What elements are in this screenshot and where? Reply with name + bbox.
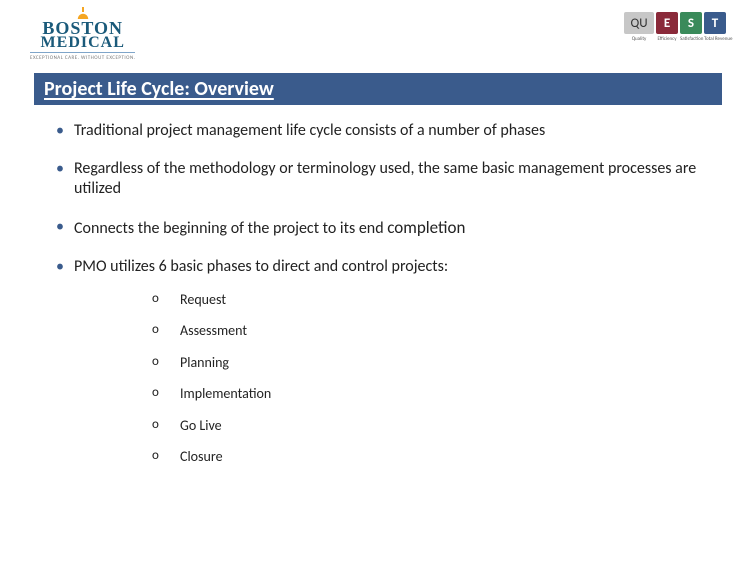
efficiency-label: Efficiency bbox=[656, 36, 678, 42]
quest-t-box: T bbox=[704, 12, 726, 34]
slide-header: BOSTON MEDICAL EXCEPTIONAL CARE. WITHOUT… bbox=[0, 0, 756, 69]
phase-item: Assessment bbox=[152, 322, 700, 340]
phase-item: Implementation bbox=[152, 385, 700, 403]
completion-word: completion bbox=[387, 217, 465, 238]
quest-e-box: E bbox=[656, 12, 678, 34]
bullet-list: Traditional project management life cycl… bbox=[56, 121, 700, 466]
phase-list: Request Assessment Planning Implementati… bbox=[152, 291, 700, 466]
bullet-text: PMO utilizes 6 basic phases to direct an… bbox=[74, 257, 448, 276]
slide-content: Traditional project management life cycl… bbox=[0, 107, 756, 466]
phase-item: Closure bbox=[152, 448, 700, 466]
quest-labels: Quality Efficiency Satisfaction Total Re… bbox=[624, 36, 726, 42]
slide-title: Project Life Cycle: Overview bbox=[34, 73, 722, 107]
quest-s-box: S bbox=[680, 12, 702, 34]
logo-text: BOSTON MEDICAL bbox=[41, 21, 125, 50]
quality-label: Quality bbox=[624, 36, 654, 42]
bmc-logo: BOSTON MEDICAL EXCEPTIONAL CARE. WITHOUT… bbox=[30, 12, 135, 61]
phase-item: Go Live bbox=[152, 417, 700, 435]
logo-tagline: EXCEPTIONAL CARE. WITHOUT EXCEPTION. bbox=[30, 52, 135, 61]
quest-logo: QU E S T Quality Efficiency Satisfaction… bbox=[624, 12, 726, 42]
phase-item: Planning bbox=[152, 354, 700, 372]
sun-icon bbox=[76, 12, 90, 19]
bullet-item: PMO utilizes 6 basic phases to direct an… bbox=[56, 257, 700, 466]
satisfaction-label: Satisfaction bbox=[680, 36, 702, 42]
bullet-item: Traditional project management life cycl… bbox=[56, 121, 700, 141]
phase-item: Request bbox=[152, 291, 700, 309]
bullet-item: Regardless of the methodology or termino… bbox=[56, 159, 700, 199]
revenue-label: Total Revenue bbox=[704, 36, 726, 42]
bullet-item: Connects the beginning of the project to… bbox=[56, 217, 700, 239]
logo-line2: MEDICAL bbox=[41, 36, 125, 50]
quest-qu-box: QU bbox=[624, 12, 654, 34]
bullet-text: Connects the beginning of the project to… bbox=[74, 219, 387, 238]
quest-boxes: QU E S T bbox=[624, 12, 726, 34]
